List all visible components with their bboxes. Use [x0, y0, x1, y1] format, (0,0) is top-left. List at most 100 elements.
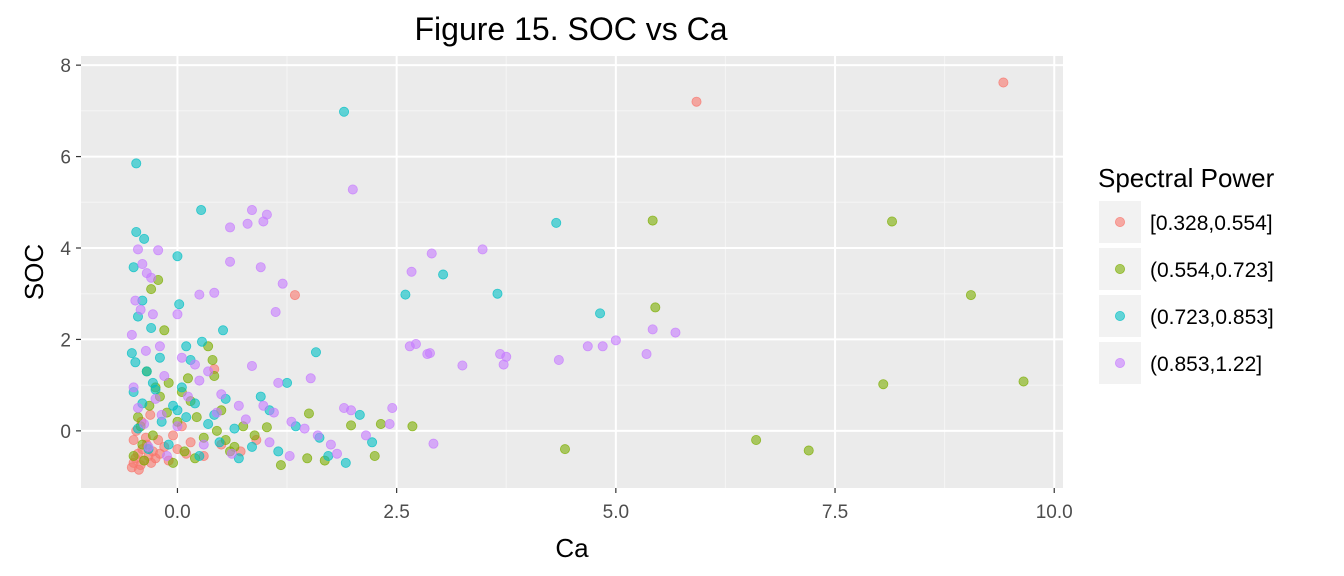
data-point [203, 418, 214, 429]
data-point [145, 409, 156, 420]
data-point [553, 354, 564, 365]
y-tick-label: 6 [60, 148, 71, 169]
data-point [185, 437, 196, 448]
data-point [150, 393, 161, 404]
y-tick-label: 8 [60, 56, 71, 77]
data-point [641, 349, 652, 360]
data-point [196, 205, 207, 216]
data-point [194, 289, 205, 300]
data-point [168, 457, 179, 468]
data-point [691, 96, 702, 107]
data-point [154, 341, 165, 352]
data-point [339, 106, 350, 117]
data-point [153, 245, 164, 256]
x-tick-label: 0.0 [164, 502, 190, 523]
data-point [132, 402, 143, 413]
data-point [172, 309, 183, 320]
data-point [289, 290, 300, 301]
data-point [268, 407, 279, 418]
data-point [128, 262, 139, 273]
y-axis-ticks: 0 2 4 6 8 [60, 56, 81, 443]
data-point [258, 216, 269, 227]
data-point [302, 453, 313, 464]
data-point [211, 425, 222, 436]
data-point [226, 448, 237, 459]
data-point [595, 308, 606, 319]
data-point [360, 430, 371, 441]
data-point [140, 345, 151, 356]
data-point [182, 373, 193, 384]
data-point [132, 244, 143, 255]
data-point [133, 464, 144, 475]
data-point [176, 352, 187, 363]
data-point [438, 269, 449, 280]
legend-title: Spectral Power [1098, 163, 1275, 193]
data-point [878, 379, 889, 390]
data-point [154, 352, 165, 363]
data-point [310, 347, 321, 358]
data-point [172, 405, 183, 416]
data-point [179, 446, 190, 457]
data-point [211, 407, 222, 418]
data-point [284, 450, 295, 461]
data-point [147, 430, 158, 441]
data-point [261, 422, 272, 433]
data-point [131, 226, 142, 237]
data-point [246, 441, 257, 452]
data-point [147, 309, 158, 320]
data-points [126, 77, 1029, 475]
data-point [191, 412, 202, 423]
data-point [277, 278, 288, 289]
data-point [498, 359, 509, 370]
data-point [176, 382, 187, 393]
data-point [582, 341, 593, 352]
data-point [323, 450, 334, 461]
data-point [384, 418, 395, 429]
data-point [346, 405, 357, 416]
data-point [387, 402, 398, 413]
data-point [647, 215, 658, 226]
chart-title: Figure 15. SOC vs Ca [415, 11, 728, 47]
data-point [168, 430, 179, 441]
y-tick-label: 2 [60, 330, 71, 351]
data-point [174, 299, 185, 310]
data-point [240, 414, 251, 425]
x-axis-title: Ca [555, 533, 589, 563]
data-point [246, 205, 257, 216]
legend-swatch [1115, 263, 1126, 274]
data-point [141, 366, 152, 377]
legend-items: [0.328,0.554] (0.554,0.723] (0.723,0.853] (… [1099, 201, 1274, 384]
data-point [156, 409, 167, 420]
data-point [428, 438, 439, 449]
data-point [182, 391, 193, 402]
data-point [407, 421, 418, 432]
data-point [670, 327, 681, 338]
legend-swatch [1115, 216, 1126, 227]
data-point [130, 295, 141, 306]
data-point [194, 450, 205, 461]
data-point [249, 430, 260, 441]
data-point [137, 258, 148, 269]
data-point [139, 455, 150, 466]
data-point [181, 412, 192, 423]
data-point [346, 420, 357, 431]
data-point [161, 450, 172, 461]
data-point [159, 370, 170, 381]
y-axis-title: SOC [19, 244, 49, 300]
data-point [305, 373, 316, 384]
minor-gridlines [81, 56, 1063, 488]
data-point [332, 448, 343, 459]
x-tick-label: 10.0 [1036, 502, 1073, 523]
data-point [159, 325, 170, 336]
data-point [255, 262, 266, 273]
data-point [354, 409, 365, 420]
data-point [143, 441, 154, 452]
data-point [196, 336, 207, 347]
data-point [751, 434, 762, 445]
data-point [422, 349, 433, 360]
data-point [965, 290, 976, 301]
data-point [246, 360, 257, 371]
data-point [369, 450, 380, 461]
data-point [131, 158, 142, 169]
x-axis-ticks: 0.0 2.5 5.0 7.5 10.0 [164, 488, 1073, 523]
